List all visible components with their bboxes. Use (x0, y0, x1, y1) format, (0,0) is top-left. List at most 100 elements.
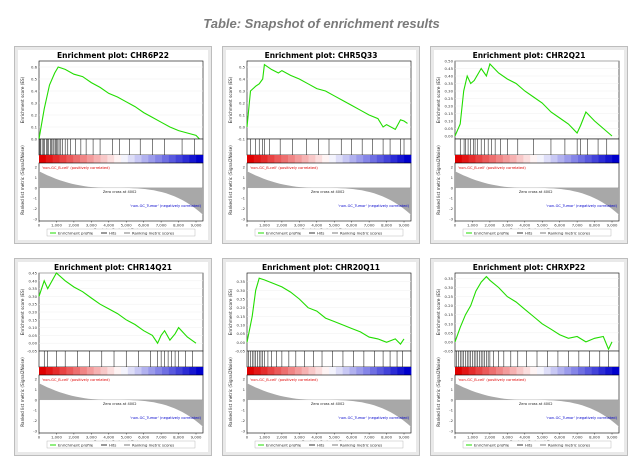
metric-y-tick-label: 2 (451, 377, 454, 382)
rank-color-segment (301, 367, 309, 375)
rank-color-segment (114, 155, 122, 163)
x-tick-label: 2,000 (276, 223, 287, 228)
rank-color-segment (322, 155, 330, 163)
es-y-tick-label: 0.1 (31, 125, 38, 130)
x-tick-label: 9,000 (191, 223, 202, 228)
legend-box (462, 228, 612, 237)
es-y-tick-label: 0.05 (237, 331, 246, 336)
enrichment-chart-chrxp22: Enrichment plot: CHRXP22 0.35 0.30 0.25 0.20… (434, 262, 624, 452)
rank-color-segment (598, 155, 606, 163)
x-tick-label: 0 (246, 435, 249, 440)
rank-color-segment (356, 155, 364, 163)
x-tick-label: 8,000 (173, 435, 184, 440)
metric-y-tick-label: -3 (33, 217, 37, 222)
metric-y-tick-label: 0 (35, 185, 38, 190)
metric-y-tick-label: -3 (241, 429, 245, 434)
metric-y-axis-label: Ranked list metric (Signal2Noise) (20, 357, 25, 427)
x-tick-label: 2,000 (276, 435, 287, 440)
x-tick-label: 4,000 (311, 435, 322, 440)
es-y-tick-label: 0.0 (31, 137, 38, 142)
metric-y-tick-label: 1 (451, 387, 454, 392)
x-tick-label: 1,000 (467, 435, 478, 440)
rank-color-segment (288, 367, 296, 375)
metric-y-axis-label: Ranked list metric (Signal2Noise) (228, 357, 233, 427)
legend-enrichment-label: Enrichment profile (474, 443, 510, 448)
rank-color-segment (39, 367, 47, 375)
es-y-tick-label: 0.30 (445, 285, 454, 290)
metric-y-tick-label: -1 (33, 196, 37, 201)
es-y-tick-label: 0.15 (445, 312, 454, 317)
rank-color-segment (605, 155, 613, 163)
x-tick-label: 4,000 (103, 435, 114, 440)
rank-color-segment (281, 155, 289, 163)
rank-color-segment (530, 367, 538, 375)
legend-enrichment-label: Enrichment profile (266, 231, 302, 236)
legend-box (46, 228, 196, 237)
rank-color-segment (196, 367, 204, 375)
metric-y-axis-label: Ranked list metric (Signal2Noise) (20, 145, 25, 215)
es-y-tick-label: 0.35 (237, 279, 246, 284)
legend-hits-label: Hits (109, 231, 116, 236)
rank-color-segment (550, 367, 558, 375)
x-tick-label: 5,000 (329, 435, 340, 440)
es-y-tick-label: 0.15 (445, 111, 454, 116)
zero-cross-label: Zero cross at 4002 (519, 190, 553, 194)
rank-color-segment (66, 367, 74, 375)
zero-cross-label: Zero cross at 4002 (103, 190, 137, 194)
es-y-tick-label: 0.0 (239, 125, 246, 130)
zero-cross-label: Zero cross at 4002 (103, 402, 137, 406)
x-tick-label: 0 (454, 435, 457, 440)
legend-hits-label: Hits (525, 443, 532, 448)
rank-color-segment (516, 367, 524, 375)
rank-color-segment (274, 155, 282, 163)
es-y-tick-label: 0.25 (445, 294, 454, 299)
es-y-tick-label: 0.5 (31, 77, 38, 82)
rank-color-segment (404, 367, 412, 375)
es-y-tick-label: 0.20 (237, 305, 246, 310)
metric-y-tick-label: -2 (241, 206, 245, 211)
x-tick-label: 2,000 (484, 223, 495, 228)
metric-y-tick-label: 1 (451, 175, 454, 180)
rank-color-segment (376, 367, 385, 375)
rank-color-segment (397, 155, 405, 163)
es-y-tick-label: 0.35 (445, 276, 454, 281)
positive-correlation-label: 'non-GC_B-cell' (positively correlated) (458, 166, 526, 170)
es-y-tick-label: 0.40 (29, 278, 38, 283)
enrichment-profile-line (38, 66, 200, 140)
x-tick-label: 8,000 (173, 223, 184, 228)
es-plot-frame (246, 272, 412, 352)
x-tick-label: 1,000 (467, 223, 478, 228)
chart-title: Enrichment plot: CHRXP22 (473, 263, 586, 272)
rank-color-segment (349, 155, 357, 163)
rank-color-segment (127, 155, 136, 163)
enrichment-chart-chr5q33: Enrichment plot: CHR5Q33 0.5 0.4 0.3 0.2 0.1 0… (226, 50, 416, 240)
legend-metric-label: Ranking metric scores (132, 231, 174, 236)
es-y-tick-label: 0.25 (29, 302, 38, 307)
es-y-tick-label: 0.10 (445, 321, 454, 326)
x-tick-label: 8,000 (589, 223, 600, 228)
x-tick-label: 4,000 (519, 435, 530, 440)
x-tick-label: 3,000 (294, 223, 305, 228)
metric-y-tick-label: 1 (243, 175, 246, 180)
legend-metric-label: Ranking metric scores (340, 231, 382, 236)
negative-correlation-label: 'non-GC_Tumor' (negatively correlated) (546, 416, 617, 420)
metric-y-tick-label: 0 (243, 185, 246, 190)
rank-color-segment (247, 367, 255, 375)
rank-color-segment (253, 367, 262, 375)
rank-color-segment (584, 155, 593, 163)
positive-correlation-label: 'non-GC_B-cell' (positively correlated) (42, 378, 110, 382)
x-tick-label: 2,000 (484, 435, 495, 440)
enrichment-profile-line (246, 277, 405, 345)
rank-color-segment (335, 155, 344, 163)
rank-color-segment (370, 367, 378, 375)
rank-color-segment (537, 155, 545, 163)
rank-color-segment (121, 155, 129, 163)
es-y-tick-label: 0.40 (445, 74, 454, 79)
rank-color-segment (45, 155, 54, 163)
x-tick-label: 9,000 (607, 223, 618, 228)
legend-hits-label: Hits (525, 231, 532, 236)
es-y-tick-label: 0.05 (445, 330, 454, 335)
es-y-tick-label: 0.4 (239, 77, 246, 82)
es-y-tick-label: 0.1 (239, 113, 246, 118)
rank-color-segment (496, 155, 504, 163)
